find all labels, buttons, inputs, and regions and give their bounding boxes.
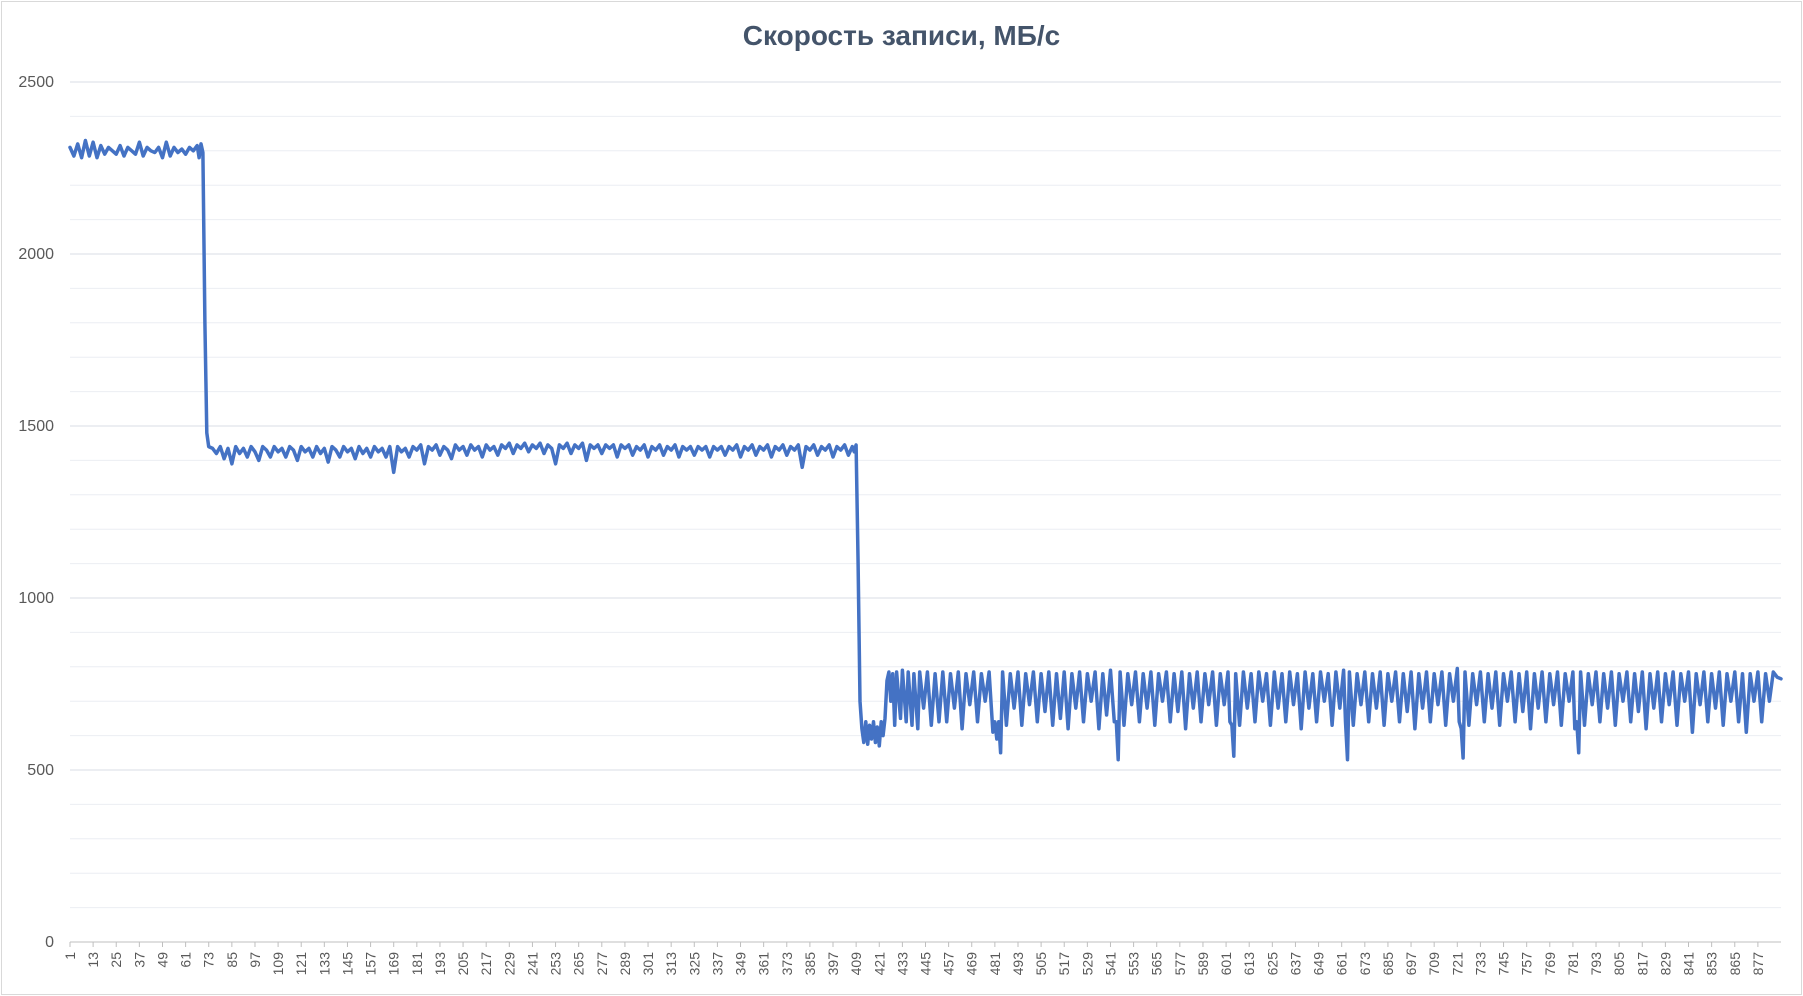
- x-tick-label: 349: [733, 952, 749, 976]
- x-tick-label: 325: [686, 952, 702, 976]
- x-tick-label: 361: [756, 952, 772, 976]
- x-tick-label: 637: [1287, 952, 1303, 976]
- x-tick-label: 769: [1542, 952, 1558, 976]
- x-tick-label: 649: [1311, 952, 1327, 976]
- x-tick-label: 385: [802, 952, 818, 976]
- series-line: [68, 138, 1783, 762]
- x-tick-label: 109: [270, 952, 286, 976]
- x-tick-label: 589: [1195, 952, 1211, 976]
- x-tick-label: 97: [247, 952, 263, 968]
- x-tick-label: 805: [1611, 952, 1627, 976]
- x-tick-label: 121: [293, 952, 309, 976]
- x-tick-label: 409: [848, 952, 864, 976]
- chart-title: Скорость записи, МБ/с: [742, 20, 1061, 51]
- x-tick-label: 421: [871, 952, 887, 976]
- x-tick-label: 709: [1426, 952, 1442, 976]
- x-tick-label: 85: [224, 952, 240, 968]
- x-tick-label: 25: [108, 952, 124, 968]
- x-tick-label: 541: [1102, 952, 1118, 976]
- x-tick-label: 169: [386, 952, 402, 976]
- x-tick-label: 661: [1334, 952, 1350, 976]
- x-tick-label: 553: [1126, 952, 1142, 976]
- x-tick-label: 433: [894, 952, 910, 976]
- x-tick-label: 73: [201, 952, 217, 968]
- x-tick-label: 193: [432, 952, 448, 976]
- x-tick-label: 613: [1241, 952, 1257, 976]
- x-tick-label: 745: [1496, 952, 1512, 976]
- y-tick-label: 1000: [18, 590, 54, 607]
- x-tick-label: 289: [617, 952, 633, 976]
- x-tick-label: 841: [1681, 952, 1697, 976]
- x-tick-label: 253: [548, 952, 564, 976]
- x-tick-label: 217: [478, 952, 494, 976]
- x-tick-label: 481: [987, 952, 1003, 976]
- x-tick-label: 829: [1657, 952, 1673, 976]
- x-tick-label: 529: [1079, 952, 1095, 976]
- x-tick-label: 49: [154, 952, 170, 968]
- x-tick-label: 601: [1218, 952, 1234, 976]
- x-tick-label: 301: [640, 952, 656, 976]
- x-tick-label: 505: [1033, 952, 1049, 976]
- x-tick-label: 157: [363, 952, 379, 976]
- y-tick-label: 1500: [18, 418, 54, 435]
- x-tick-label: 517: [1056, 952, 1072, 976]
- x-tick-label: 853: [1704, 952, 1720, 976]
- x-tick-label: 817: [1634, 952, 1650, 976]
- x-tick-label: 757: [1519, 952, 1535, 976]
- x-tick-label: 205: [455, 952, 471, 976]
- x-tick-label: 565: [1149, 952, 1165, 976]
- x-tick-label: 181: [409, 952, 425, 976]
- x-tick-label: 265: [571, 952, 587, 976]
- x-tick-label: 145: [339, 952, 355, 976]
- x-tick-label: 313: [663, 952, 679, 976]
- x-tick-label: 733: [1472, 952, 1488, 976]
- x-tick-label: 337: [709, 952, 725, 976]
- x-tick-label: 445: [918, 952, 934, 976]
- x-tick-label: 673: [1357, 952, 1373, 976]
- x-tick-label: 865: [1727, 952, 1743, 976]
- x-tick-label: 493: [1010, 952, 1026, 976]
- x-tick-label: 793: [1588, 952, 1604, 976]
- x-tick-label: 13: [85, 952, 101, 968]
- y-tick-label: 500: [27, 762, 54, 779]
- x-tick-label: 697: [1403, 952, 1419, 976]
- x-tick-label: 61: [178, 952, 194, 968]
- x-tick-label: 37: [131, 952, 147, 968]
- x-tick-label: 721: [1449, 952, 1465, 976]
- x-tick-label: 1: [62, 952, 78, 960]
- x-tick-label: 577: [1172, 952, 1188, 976]
- x-tick-label: 229: [501, 952, 517, 976]
- x-tick-label: 781: [1565, 952, 1581, 976]
- x-tick-label: 625: [1264, 952, 1280, 976]
- y-tick-label: 0: [45, 934, 54, 951]
- x-tick-label: 685: [1380, 952, 1396, 976]
- x-tick-label: 277: [594, 952, 610, 976]
- x-tick-label: 877: [1750, 952, 1766, 976]
- x-tick-label: 373: [779, 952, 795, 976]
- y-tick-label: 2500: [18, 74, 54, 91]
- x-tick-label: 457: [941, 952, 957, 976]
- x-tick-label: 241: [524, 952, 540, 976]
- x-tick-label: 469: [964, 952, 980, 976]
- y-tick-label: 2000: [18, 246, 54, 263]
- x-tick-label: 397: [825, 952, 841, 976]
- x-tick-label: 133: [316, 952, 332, 976]
